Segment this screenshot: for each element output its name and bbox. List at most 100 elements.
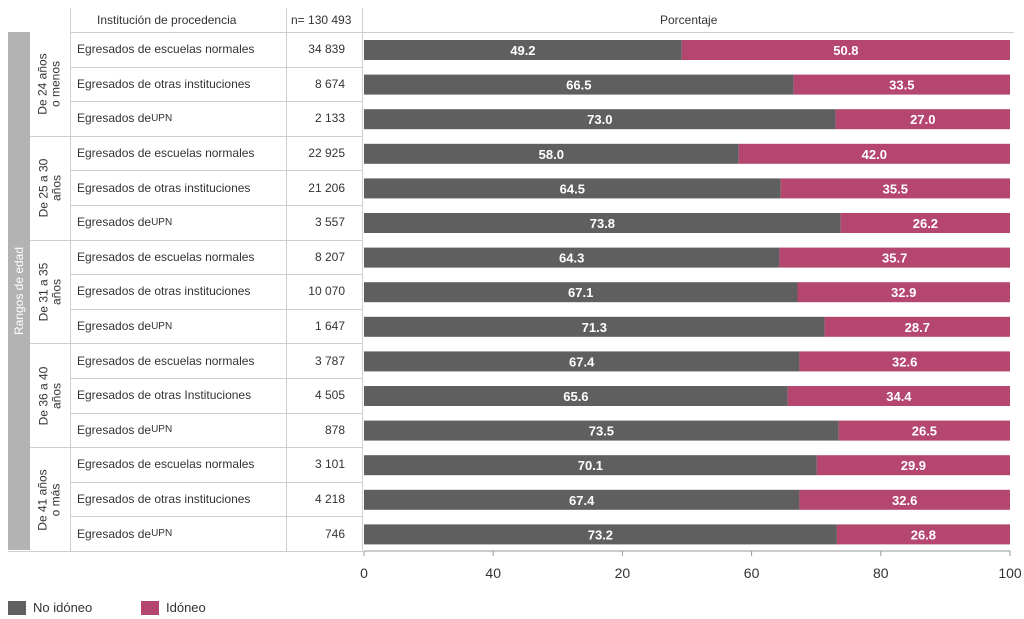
x-tick-label: 40 [485,565,501,581]
x-tick-label: 0 [360,565,368,581]
bar-idoneo [836,524,1010,545]
bar-no-idoneo [364,420,839,441]
data-label-idoneo: 33.5 [889,78,914,93]
data-label-idoneo: 29.9 [901,458,926,473]
row-divider [30,240,363,241]
bar-idoneo [799,489,1010,510]
data-label-no-idoneo: 64.5 [560,181,585,196]
row-institution-label: Egresados de otras instituciones [77,492,251,507]
header-n-total: n= 130 493 [291,13,352,27]
data-label-idoneo: 28.7 [905,320,930,335]
row-institution-label: Egresados de UPN [77,111,173,126]
bar-idoneo [824,316,1010,337]
data-label-idoneo: 26.2 [913,216,938,231]
data-label-no-idoneo: 58.0 [539,147,564,162]
bar-idoneo [681,40,1010,60]
bar-no-idoneo [364,351,800,372]
data-label-no-idoneo: 65.6 [563,389,588,404]
row-n-value: 21 206 [308,180,345,195]
row-divider [70,482,363,483]
data-label-idoneo: 34.4 [886,389,912,404]
data-label-idoneo: 42.0 [862,147,887,162]
row-divider [70,170,363,171]
data-label-no-idoneo: 73.5 [589,424,614,439]
data-label-no-idoneo: 49.2 [510,43,535,58]
data-label-no-idoneo: 73.2 [588,527,613,542]
row-divider [70,274,363,275]
bar-idoneo [797,282,1010,303]
row-institution-label: Egresados de escuelas normales [77,42,255,57]
bar-idoneo [816,455,1010,476]
legend-idoneo: Idóneo [141,600,206,615]
bar-idoneo [838,420,1010,441]
data-label-idoneo: 32.6 [892,493,917,508]
bar-idoneo [787,386,1010,406]
bar-no-idoneo [364,489,800,510]
header-rule [70,32,1014,33]
x-tick-label: 100 [998,565,1022,581]
legend-no-idoneo: No idóneo [8,600,92,615]
bar-idoneo [835,109,1010,130]
x-tick-label: 80 [873,565,889,581]
bar-no-idoneo [364,455,817,476]
x-tick-label: 60 [744,565,760,581]
data-label-idoneo: 26.8 [911,527,936,542]
data-label-no-idoneo: 71.3 [582,320,607,335]
legend-label-idoneo: Idóneo [166,600,206,615]
bar-idoneo [793,74,1010,95]
row-divider [70,309,363,310]
row-n-value: 34 839 [308,42,345,57]
row-n-value: 8 674 [314,76,345,91]
row-n-value: 746 [324,526,345,541]
row-n-value: 878 [324,422,345,437]
legend-swatch-idoneo [141,600,159,615]
row-institution-label: Egresados de UPN [77,422,173,437]
row-n-value: 4 218 [314,492,345,507]
row-divider [70,101,363,102]
bar-no-idoneo [364,316,825,337]
row-institution-label: Egresados de escuelas normales [77,249,255,264]
data-label-no-idoneo: 67.4 [569,354,595,369]
bar-no-idoneo [364,247,780,268]
row-institution-label: Egresados de escuelas normales [77,457,255,472]
bar-no-idoneo [364,74,794,95]
row-institution-label: Egresados de UPN [77,215,173,230]
row-institution-label: Egresados de otras instituciones [77,180,251,195]
bar-no-idoneo [364,386,788,406]
bar-no-idoneo [364,40,682,60]
bar-idoneo [840,213,1010,233]
header-institution: Institución de procedencia [97,13,237,27]
row-institution-label: Egresados de escuelas normales [77,353,255,368]
row-institution-label: Egresados de UPN [77,319,173,334]
data-label-idoneo: 32.6 [892,354,917,369]
row-divider [30,136,363,137]
row-divider [70,378,363,379]
row-n-value: 8 207 [314,249,345,264]
row-n-value: 3 557 [314,215,345,230]
row-n-value: 22 925 [308,146,345,161]
data-label-no-idoneo: 70.1 [578,458,603,473]
row-divider [30,343,363,344]
bar-idoneo [799,351,1010,372]
row-institution-label: Egresados de otras instituciones [77,284,251,299]
data-label-idoneo: 50.8 [833,43,858,58]
data-label-no-idoneo: 73.8 [590,216,615,231]
row-institution-label: Egresados de UPN [77,526,173,541]
row-institution-label: Egresados de otras Instituciones [77,388,252,403]
row-n-value: 4 505 [314,388,345,403]
data-label-idoneo: 26.5 [912,424,937,439]
bar-no-idoneo [364,213,841,233]
col-divider-2 [286,8,287,551]
data-label-no-idoneo: 67.4 [569,493,595,508]
table-bottom-rule [8,551,363,552]
data-label-idoneo: 35.5 [883,181,908,196]
bar-no-idoneo [364,109,836,130]
col-divider-1 [70,8,71,551]
bar-no-idoneo [364,524,837,545]
row-divider [70,516,363,517]
bar-no-idoneo [364,143,739,164]
side-band [8,32,30,550]
data-label-idoneo: 32.9 [891,285,916,300]
bar-no-idoneo [364,178,781,199]
